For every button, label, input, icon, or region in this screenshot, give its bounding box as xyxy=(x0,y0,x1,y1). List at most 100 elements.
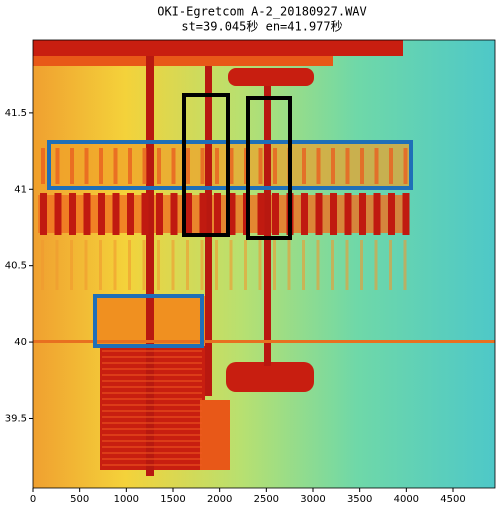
pulse xyxy=(170,193,178,235)
pulse xyxy=(102,350,202,352)
pulse xyxy=(102,428,202,430)
pulse xyxy=(389,240,392,290)
pulse xyxy=(402,193,410,235)
pulse xyxy=(228,193,236,235)
pulse xyxy=(102,464,202,466)
pulse xyxy=(127,193,134,235)
y-tick-label: 39.5 xyxy=(5,413,27,424)
pulse xyxy=(157,240,160,290)
signal-band xyxy=(33,56,333,66)
x-tick-label: 2500 xyxy=(254,494,279,504)
pulse xyxy=(360,148,364,184)
signal-line xyxy=(33,340,495,343)
pulse xyxy=(316,148,321,184)
black-box xyxy=(182,93,230,237)
pulse xyxy=(258,240,262,290)
y-tick-label: 40 xyxy=(14,337,27,348)
x-tick-label: 3000 xyxy=(300,494,325,504)
pulse xyxy=(99,148,103,184)
chart-title: OKI-Egretcom A-2_20180927.WAV xyxy=(157,5,367,19)
pulse xyxy=(302,240,305,290)
pulse xyxy=(330,193,337,235)
pulse xyxy=(112,193,120,235)
pulse xyxy=(403,240,407,290)
y-tick-label: 40.5 xyxy=(5,261,27,272)
spectrogram-image xyxy=(33,40,495,488)
pulse xyxy=(244,240,247,290)
pulse xyxy=(141,193,149,235)
pulse xyxy=(272,193,279,235)
x-tick-label: 1000 xyxy=(114,494,139,504)
pulse xyxy=(102,374,202,376)
pulse xyxy=(359,193,366,235)
signal-line xyxy=(146,56,154,476)
pulse xyxy=(185,193,192,235)
pulse xyxy=(316,240,320,290)
pulse xyxy=(374,240,378,290)
pulse xyxy=(229,240,233,290)
x-tick-label: 4500 xyxy=(440,494,465,504)
pulse xyxy=(389,148,393,184)
y-tick-label: 41 xyxy=(14,184,27,195)
pulse xyxy=(344,193,352,235)
pulse xyxy=(403,148,408,184)
pulse xyxy=(55,240,59,290)
pulse xyxy=(200,148,205,184)
pulse xyxy=(215,148,219,184)
signal-band xyxy=(33,140,413,190)
pulse xyxy=(55,148,60,184)
pulse xyxy=(102,458,202,460)
pulse xyxy=(102,362,202,364)
pulse xyxy=(69,193,76,235)
pulse xyxy=(70,240,73,290)
pulse xyxy=(331,148,335,184)
pulse xyxy=(102,356,202,358)
pulse xyxy=(54,193,62,235)
pulse xyxy=(128,148,132,184)
pulse xyxy=(171,148,176,184)
pulse xyxy=(102,422,202,424)
pulse xyxy=(128,240,131,290)
pulse xyxy=(102,446,202,448)
pulse xyxy=(302,148,306,184)
pulse xyxy=(142,148,147,184)
signal-band xyxy=(226,362,314,392)
pulse xyxy=(142,240,146,290)
pulse xyxy=(287,240,291,290)
pulse xyxy=(360,240,363,290)
pulse xyxy=(345,240,349,290)
x-tick-label: 500 xyxy=(70,494,89,504)
pulse xyxy=(113,148,118,184)
x-tick-label: 1500 xyxy=(160,494,185,504)
pulse xyxy=(345,148,350,184)
pulse xyxy=(257,193,265,235)
x-tick-label: 2000 xyxy=(207,494,232,504)
pulse xyxy=(102,404,202,406)
pulse xyxy=(98,193,105,235)
pulse xyxy=(388,193,395,235)
pulse xyxy=(373,193,381,235)
pulse xyxy=(83,193,91,235)
pulse xyxy=(102,440,202,442)
pulse xyxy=(214,193,221,235)
y-tick-label: 41.5 xyxy=(5,108,27,119)
pulse xyxy=(40,193,47,235)
blue-box xyxy=(93,294,204,348)
pulse xyxy=(102,416,202,418)
pulse xyxy=(102,392,202,394)
x-tick-label: 3500 xyxy=(347,494,372,504)
pulse xyxy=(84,240,88,290)
pulse xyxy=(215,240,218,290)
pulse xyxy=(41,148,45,184)
pulse xyxy=(102,380,202,382)
pulse xyxy=(273,148,277,184)
pulse xyxy=(113,240,117,290)
pulse xyxy=(102,386,202,388)
pulse xyxy=(315,193,323,235)
pulse xyxy=(186,240,189,290)
pulse xyxy=(186,148,190,184)
pulse xyxy=(199,193,207,235)
signal-band xyxy=(200,400,230,470)
black-box xyxy=(246,96,292,240)
